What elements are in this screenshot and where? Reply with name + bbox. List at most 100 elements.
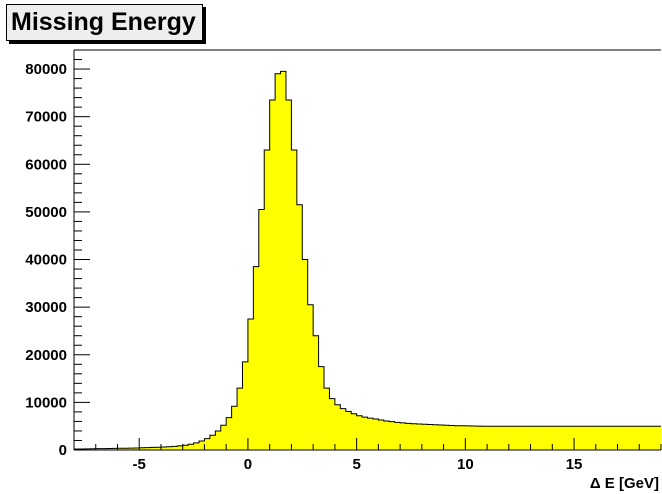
histogram-bin: [421, 424, 428, 450]
histogram-bin: [481, 426, 488, 450]
y-tick-label: 30000: [25, 299, 67, 316]
histogram-bin: [579, 426, 586, 450]
histogram-bin: [204, 438, 211, 450]
histogram-bin: [84, 448, 91, 450]
histogram-bin: [329, 398, 336, 450]
histogram-bin: [459, 425, 466, 450]
histogram-bin: [144, 447, 151, 450]
histogram-bin: [574, 426, 580, 450]
histogram-bin: [345, 411, 352, 450]
histogram-bin: [389, 421, 395, 450]
histogram-bin: [541, 426, 548, 450]
histogram-bin: [171, 446, 178, 450]
y-tick-label: 80000: [25, 61, 67, 78]
histogram-bin: [639, 426, 645, 450]
histogram-bin: [275, 73, 281, 451]
histogram-bin: [269, 100, 276, 450]
histogram-bin: [530, 426, 537, 450]
histogram-bin: [334, 404, 341, 450]
histogram-bin: [622, 426, 629, 450]
histogram-bin: [378, 420, 385, 450]
histogram-bin: [449, 425, 455, 450]
x-tick-label: 5: [352, 456, 360, 473]
histogram-bin: [215, 430, 222, 450]
histogram-bin: [650, 426, 656, 450]
histogram-bin: [122, 448, 129, 450]
histogram-bin: [307, 304, 314, 450]
histogram-bin: [628, 426, 635, 450]
histogram-bin: [258, 209, 265, 450]
histogram-bin: [356, 415, 363, 450]
histogram-bin: [383, 420, 390, 450]
histogram-bin: [405, 423, 412, 450]
histogram-bin: [155, 447, 162, 450]
histogram-bin: [139, 447, 145, 450]
histogram-bin: [253, 266, 260, 450]
histogram-bin: [492, 426, 499, 450]
histogram-bin: [633, 426, 640, 450]
histogram-bin: [79, 448, 86, 450]
histogram-bin: [410, 423, 417, 450]
y-tick-label: 60000: [25, 156, 67, 173]
histogram-bin: [400, 422, 406, 450]
y-tick-label: 70000: [25, 109, 67, 126]
x-tick-label: 10: [457, 456, 474, 473]
histogram-bin: [595, 426, 602, 450]
x-tick-label: 0: [244, 456, 252, 473]
histogram-bin: [90, 448, 97, 450]
y-tick-label: 20000: [25, 347, 67, 364]
histogram-bin: [101, 448, 107, 450]
histogram-bin: [443, 425, 450, 450]
histogram-outline: [73, 70, 661, 450]
histogram-bin: [590, 426, 597, 450]
histogram-bin: [546, 426, 553, 450]
histogram-bin: [644, 426, 651, 450]
chart-title: Missing Energy: [6, 4, 203, 41]
histogram-bin: [655, 426, 662, 450]
histogram-bin: [454, 425, 461, 450]
histogram-bin: [552, 426, 559, 450]
histogram-bin: [514, 426, 520, 450]
histogram-bin: [313, 335, 319, 450]
histogram-bin: [432, 424, 439, 450]
histogram-bin: [568, 426, 575, 450]
histogram-bin: [166, 446, 173, 450]
histogram-bin: [106, 448, 113, 450]
histogram-bin: [503, 426, 510, 450]
histogram-bin: [133, 447, 140, 450]
histogram-bin: [160, 447, 167, 450]
histogram-bin: [606, 426, 613, 450]
histogram-bin: [296, 204, 303, 450]
histogram-bin: [367, 418, 374, 450]
histogram-bin: [117, 448, 124, 450]
histogram-bin: [324, 388, 330, 450]
histogram-bin: [557, 426, 564, 450]
histogram-bin: [519, 426, 526, 450]
histogram-bin: [150, 447, 156, 450]
histogram-bin: [231, 406, 238, 450]
histogram-bin: [394, 422, 401, 450]
y-tick-label: 0: [59, 442, 67, 459]
histogram-bin: [508, 426, 515, 450]
histogram-bin: [285, 100, 292, 450]
histogram-bin: [362, 417, 368, 450]
histogram-bin: [182, 445, 189, 450]
tick-labels: 0 10000 20000 30000 40000 50000 60000 70000 8000…: [25, 61, 582, 473]
histogram-bars: [74, 71, 662, 451]
histogram-bin: [535, 426, 542, 450]
histogram-bin: [340, 408, 347, 450]
x-axis-label: Δ E [GeV]: [590, 475, 659, 492]
histogram-bin: [220, 425, 227, 450]
histogram-bin: [465, 425, 472, 450]
axes: [73, 49, 662, 451]
histogram-bin: [209, 435, 216, 450]
histogram-bin: [237, 388, 243, 450]
histogram-bin: [584, 426, 591, 450]
x-tick-label: -5: [133, 456, 146, 473]
histogram-bin: [601, 426, 607, 450]
y-tick-label: 10000: [25, 394, 67, 411]
histogram-bin: [247, 319, 254, 450]
histogram-bin: [302, 259, 309, 450]
histogram-bin: [242, 361, 249, 450]
